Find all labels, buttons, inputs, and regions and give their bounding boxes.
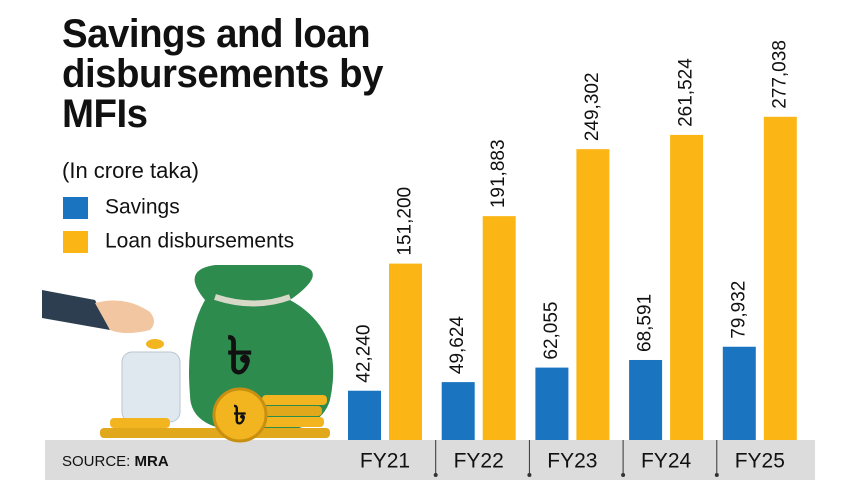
value-label: 191,883 <box>488 139 509 208</box>
bar <box>629 359 663 440</box>
x-tick-label: FY25 <box>735 450 785 473</box>
svg-text:৳: ৳ <box>227 328 253 386</box>
bar <box>763 116 797 440</box>
value-label: 261,524 <box>676 58 697 127</box>
svg-text:৳: ৳ <box>234 400 247 430</box>
footer-band <box>45 440 815 480</box>
bar <box>441 382 475 440</box>
separator-dot <box>621 473 626 477</box>
bar <box>482 216 516 440</box>
x-tick-label: FY22 <box>454 450 504 473</box>
separator-dot <box>433 473 438 477</box>
chart-title: Savings and loan disbursements by MFIs <box>62 12 383 136</box>
value-label: 68,591 <box>635 294 656 352</box>
bar <box>670 134 704 440</box>
illustration: ৳ ৳ <box>42 265 334 443</box>
value-label: 62,055 <box>541 301 562 359</box>
value-label: 49,624 <box>447 316 468 375</box>
value-label: 42,240 <box>354 325 375 383</box>
separator-dot <box>527 473 532 477</box>
x-tick-label: FY23 <box>547 450 597 473</box>
bar <box>389 263 422 440</box>
source-label: SOURCE: <box>62 453 130 470</box>
x-tick-label: FY24 <box>641 450 692 473</box>
separator-dot <box>714 473 719 477</box>
bar <box>722 346 756 440</box>
legend-swatch <box>63 197 88 219</box>
value-label: 277,038 <box>769 40 790 109</box>
value-label: 151,200 <box>395 187 416 256</box>
subtitle: (In crore taka) <box>62 158 199 183</box>
source-name: MRA <box>135 453 169 470</box>
value-label: 79,932 <box>728 281 749 339</box>
legend-label: Savings <box>105 196 180 219</box>
source: SOURCE: MRA <box>62 453 169 470</box>
bar <box>348 390 381 440</box>
bar <box>576 149 610 441</box>
legend-swatch <box>63 231 88 253</box>
x-tick-label: FY21 <box>360 450 410 473</box>
value-label: 249,302 <box>582 72 603 141</box>
bar <box>535 367 569 440</box>
legend-label: Loan disbursements <box>105 230 294 253</box>
